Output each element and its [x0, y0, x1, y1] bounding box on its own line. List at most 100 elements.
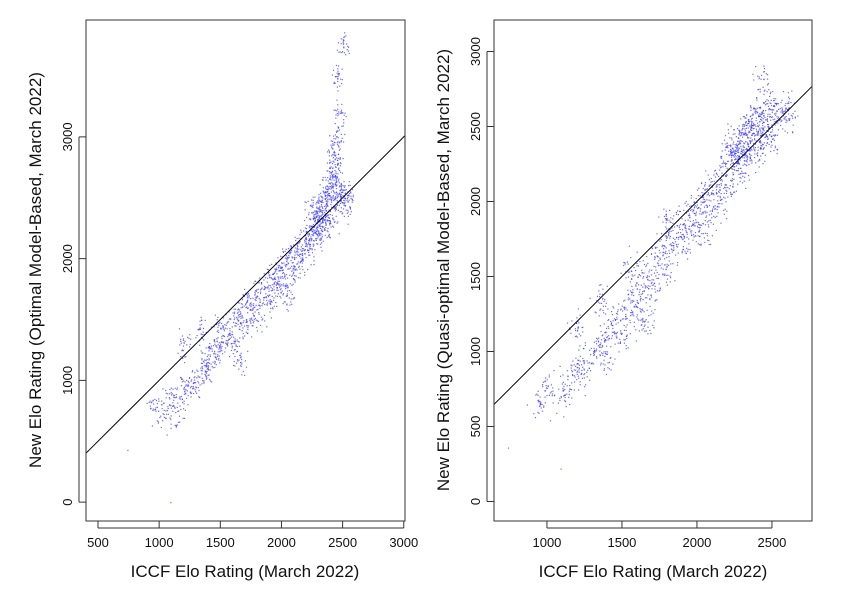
scatter-point	[311, 212, 313, 214]
scatter-point	[599, 344, 602, 346]
scatter-point	[239, 354, 241, 356]
scatter-point	[184, 381, 186, 383]
scatter-point	[291, 275, 293, 277]
scatter-point	[190, 338, 192, 340]
scatter-point	[674, 238, 676, 240]
scatter-point	[239, 357, 242, 359]
scatter-point	[225, 342, 227, 344]
scatter-point	[255, 299, 257, 302]
scatter-point	[575, 357, 577, 359]
scatter-point	[344, 200, 346, 202]
scatter-point	[275, 302, 277, 304]
scatter-point	[347, 211, 349, 213]
scatter-point	[771, 111, 773, 113]
scatter-point	[649, 305, 651, 307]
scatter-point	[220, 341, 222, 343]
scatter-point	[340, 187, 343, 189]
scatter-point	[757, 155, 759, 157]
scatter-point	[640, 319, 642, 321]
scatter-point	[321, 200, 323, 202]
scatter-point	[780, 119, 782, 121]
scatter-point	[238, 309, 240, 311]
scatter-point	[767, 83, 769, 85]
scatter-point	[759, 127, 761, 129]
scatter-point	[279, 283, 281, 285]
scatter-point	[230, 349, 233, 351]
scatter-point	[332, 157, 334, 159]
scatter-point	[336, 136, 338, 138]
scatter-point	[321, 222, 323, 224]
scatter-point	[639, 295, 642, 298]
scatter-point	[270, 307, 272, 309]
scatter-point	[336, 49, 338, 51]
scatter-point	[721, 172, 723, 174]
scatter-point	[183, 403, 185, 405]
scatter-point	[778, 119, 780, 121]
scatter-point	[313, 226, 315, 228]
scatter-point	[316, 206, 318, 208]
scatter-point	[215, 364, 217, 366]
scatter-point	[608, 361, 610, 364]
scatter-point	[327, 227, 329, 230]
scatter-point	[732, 148, 734, 150]
scatter-point	[323, 205, 326, 207]
scatter-point	[348, 194, 350, 197]
scatter-point	[539, 403, 541, 405]
scatter-point	[335, 64, 338, 67]
scatter-point	[643, 311, 645, 313]
scatter-point	[312, 211, 314, 213]
scatter-point	[736, 170, 738, 172]
scatter-point	[740, 118, 742, 120]
scatter-point	[344, 133, 346, 136]
scatter-point	[733, 151, 735, 153]
scatter-point	[603, 369, 605, 371]
scatter-point	[290, 298, 292, 300]
scatter-point	[264, 303, 266, 306]
scatter-point	[240, 312, 242, 314]
scatter-point	[291, 270, 293, 272]
scatter-point	[283, 276, 286, 278]
scatter-point	[215, 357, 217, 359]
scatter-point	[327, 217, 329, 219]
scatter-point	[784, 118, 786, 120]
scatter-point	[741, 133, 743, 135]
scatter-point	[677, 214, 679, 216]
scatter-point	[341, 189, 344, 191]
scatter-point	[579, 345, 581, 347]
scatter-point	[211, 365, 213, 368]
scatter-point	[326, 162, 329, 164]
scatter-point	[724, 162, 727, 164]
scatter-point	[299, 272, 301, 274]
scatter-point	[656, 246, 658, 249]
scatter-point	[302, 259, 304, 261]
scatter-point	[337, 173, 339, 175]
scatter-point	[677, 243, 679, 245]
scatter-point	[325, 192, 327, 194]
scatter-point	[637, 307, 639, 309]
scatter-point	[562, 374, 564, 376]
scatter-point	[295, 251, 297, 253]
scatter-point	[739, 163, 741, 165]
scatter-point	[328, 152, 331, 154]
scatter-point	[665, 239, 667, 242]
scatter-point	[241, 315, 243, 317]
scatter-point	[725, 146, 727, 148]
scatter-point	[747, 127, 749, 129]
scatter-point	[739, 180, 741, 183]
scatter-point	[605, 353, 607, 355]
scatter-point	[776, 110, 778, 112]
scatter-point	[246, 294, 248, 296]
scatter-point	[721, 163, 723, 165]
scatter-point	[256, 295, 258, 297]
scatter-point	[332, 140, 334, 142]
scatter-point	[271, 278, 273, 280]
scatter-point	[252, 312, 254, 314]
scatter-point	[544, 402, 546, 404]
scatter-point	[762, 163, 764, 165]
scatter-point	[653, 265, 655, 267]
scatter-point	[331, 187, 333, 189]
scatter-point	[602, 346, 604, 348]
scatter-point	[329, 236, 331, 238]
scatter-point	[663, 274, 665, 276]
scatter-point	[322, 218, 324, 220]
